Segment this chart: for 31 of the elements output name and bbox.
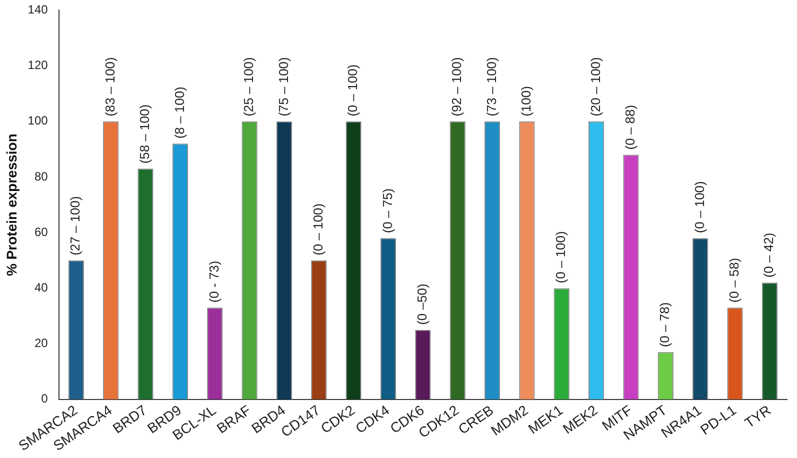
y-tick-label: 40 (34, 280, 48, 295)
data-label: (0 – 42) (761, 232, 776, 278)
data-label: (0 – 78) (657, 302, 672, 348)
y-tick-label: 80 (34, 169, 48, 184)
data-label: (0 – 88) (622, 104, 638, 150)
data-label: (58 – 100) (137, 104, 152, 164)
data-label: (0 - 73) (206, 260, 222, 303)
y-axis-title: % Protein expression (3, 134, 20, 276)
data-label: (83 – 100) (102, 57, 118, 116)
x-tick-label: TYR (741, 402, 774, 431)
data-label: (0 – 58) (726, 258, 742, 303)
data-label: (20 – 100) (588, 57, 603, 116)
data-label: (0 –50) (414, 284, 430, 325)
y-tick-label: 20 (34, 336, 48, 350)
data-label: (8 – 100) (172, 86, 187, 139)
data-label: (0 – 100) (692, 181, 707, 234)
data-label: (0 – 100) (553, 231, 568, 284)
data-label: (100) (518, 86, 534, 116)
data-label: (0 – 75) (380, 188, 395, 234)
y-tick-label: 100 (28, 114, 48, 128)
data-label: (27 – 100) (68, 196, 83, 256)
y-tick-label: 140 (28, 2, 48, 17)
y-tick-label: 0 (41, 392, 48, 406)
y-tick-label: 120 (28, 58, 48, 72)
data-label: (0 – 100) (310, 203, 326, 256)
data-label: (25 – 100) (241, 57, 256, 116)
data-label: (73 – 100) (484, 57, 499, 116)
data-label: (0 – 100) (345, 64, 360, 116)
data-label: (75 – 100) (276, 57, 291, 116)
y-tick-label: 60 (34, 224, 48, 239)
data-label: (92 – 100) (449, 57, 464, 116)
